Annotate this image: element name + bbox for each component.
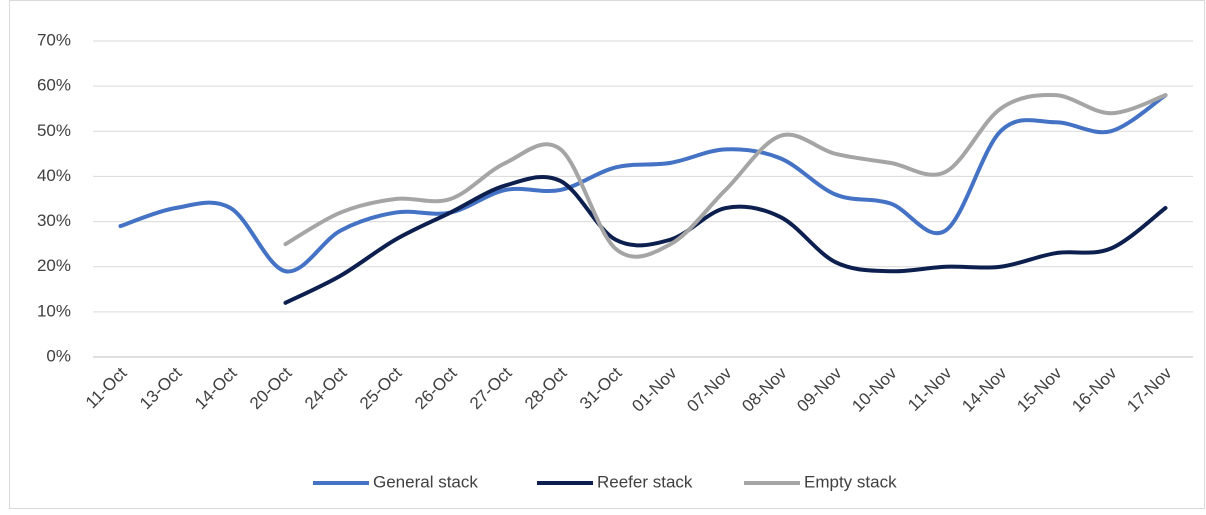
legend-label: Empty stack (804, 472, 897, 491)
series-line (283, 175, 1168, 305)
legend-label: General stack (373, 472, 478, 491)
y-tick-label: 50% (37, 121, 71, 140)
y-tick-label: 10% (37, 301, 71, 320)
series-line (283, 93, 1168, 259)
y-tick-label: 20% (37, 256, 71, 275)
y-tick-label: 60% (37, 76, 71, 95)
chart-frame (9, 0, 1205, 509)
y-tick-label: 40% (37, 166, 71, 185)
y-tick-label: 30% (37, 211, 71, 230)
y-tick-label: 0% (46, 346, 71, 365)
series-line (118, 93, 1168, 274)
legend-label: Reefer stack (597, 472, 693, 491)
y-tick-label: 70% (37, 30, 71, 49)
